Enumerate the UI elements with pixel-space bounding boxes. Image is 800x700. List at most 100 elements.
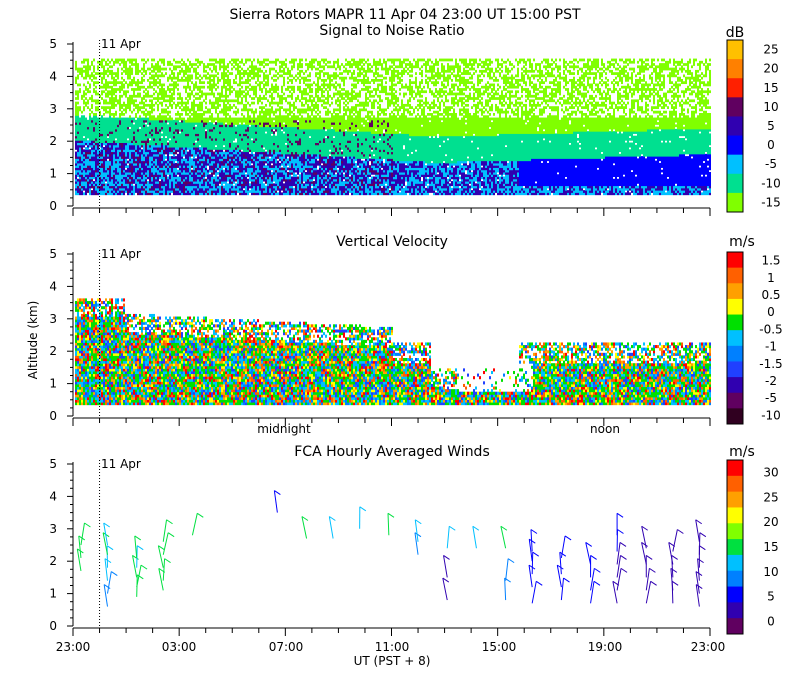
- snr-cell: [167, 106, 169, 109]
- snr-cell: [247, 68, 249, 71]
- snr-cell: [151, 70, 153, 73]
- snr-cell: [253, 86, 255, 89]
- snr-cell: [173, 59, 175, 62]
- snr-cell: [147, 118, 149, 121]
- snr-cell: [217, 97, 219, 100]
- snr-cell: [247, 59, 249, 62]
- snr-cell: [193, 95, 195, 98]
- snr-cell: [177, 111, 179, 114]
- altitude-axis-label: Altitude (km): [26, 301, 40, 380]
- snr-cell: [115, 118, 117, 121]
- snr-cell: [161, 72, 163, 75]
- snr-cell: [253, 154, 255, 157]
- snr-cell: [215, 65, 217, 68]
- snr-cell: [103, 118, 105, 121]
- snr-cell: [149, 99, 151, 102]
- snr-cell: [249, 190, 251, 193]
- snr-cell: [171, 88, 173, 91]
- snr-cell: [105, 118, 107, 121]
- snr-cell: [141, 68, 143, 71]
- snr-cell: [255, 86, 257, 89]
- snr-cell: [241, 113, 243, 116]
- snr-cell: [185, 97, 187, 100]
- snr-cell: [223, 118, 225, 121]
- snr-cell: [213, 59, 215, 62]
- snr-cell: [125, 61, 127, 64]
- snr-cell: [107, 81, 109, 84]
- snr-cell: [249, 79, 251, 82]
- snr-cell: [239, 124, 241, 127]
- snr-cell: [77, 102, 79, 105]
- snr-cell: [161, 138, 163, 141]
- snr-cell: [207, 86, 209, 89]
- snr-cell: [103, 90, 105, 93]
- snr-cell: [107, 106, 109, 109]
- snr-cell: [205, 131, 207, 134]
- snr-cell: [83, 90, 85, 93]
- snr-cell: [177, 102, 179, 105]
- snr-cell: [127, 140, 129, 143]
- snr-cell: [231, 72, 233, 75]
- snr-cell: [167, 118, 169, 121]
- snr-cell: [113, 77, 115, 80]
- snr-cell: [219, 93, 221, 96]
- snr-cell: [143, 86, 145, 89]
- snr-cell: [165, 104, 167, 107]
- snr-cell: [163, 59, 165, 62]
- snr-cell: [131, 68, 133, 71]
- snr-cell: [107, 68, 109, 71]
- snr-cell: [241, 72, 243, 75]
- snr-cell: [233, 79, 235, 82]
- snr-cell: [113, 97, 115, 100]
- snr-cell: [81, 115, 83, 118]
- snr-cell: [103, 106, 105, 109]
- snr-cell: [257, 84, 259, 87]
- snr-cell: [249, 70, 251, 73]
- snr-cell: [93, 81, 95, 84]
- snr-cell: [211, 63, 213, 66]
- snr-cell: [109, 106, 111, 109]
- snr-cell: [241, 118, 243, 121]
- snr-cell: [177, 84, 179, 87]
- snr-cell: [245, 93, 247, 96]
- snr-cell: [243, 104, 245, 107]
- snr-cell: [119, 95, 121, 98]
- snr-cell: [159, 102, 161, 105]
- snr-cell: [139, 129, 141, 132]
- snr-cell: [239, 102, 241, 105]
- snr-cell: [169, 95, 171, 98]
- snr-cell: [143, 63, 145, 66]
- snr-cell: [191, 158, 193, 161]
- snr-cell: [209, 68, 211, 71]
- snr-cell: [175, 81, 177, 84]
- snr-cell: [97, 106, 99, 109]
- snr-cell: [247, 108, 249, 111]
- snr-cell: [211, 102, 213, 105]
- snr-cell: [243, 124, 245, 127]
- snr-cell: [127, 165, 129, 168]
- snr-cell: [121, 68, 123, 71]
- snr-cell: [203, 99, 205, 102]
- snr-cell: [97, 99, 99, 102]
- snr-cell: [115, 140, 117, 143]
- snr-cell: [77, 84, 79, 87]
- snr-cell: [223, 147, 225, 150]
- snr-cell: [237, 84, 239, 87]
- snr-cell: [121, 59, 123, 62]
- snr-cell: [209, 74, 211, 77]
- snr-cell: [95, 106, 97, 109]
- snr-cell: [183, 158, 185, 161]
- snr-cell: [185, 63, 187, 66]
- snr-cell: [87, 140, 89, 143]
- snr-cell: [249, 88, 251, 91]
- snr-cell: [89, 90, 91, 93]
- snr-cell: [75, 102, 77, 105]
- snr-cell: [135, 99, 137, 102]
- snr-cell: [175, 61, 177, 64]
- snr-cell: [155, 63, 157, 66]
- snr-cell: [199, 61, 201, 64]
- snr-cell: [227, 118, 229, 121]
- snr-cell: [83, 84, 85, 87]
- snr-cell: [239, 88, 241, 91]
- snr-cell: [187, 93, 189, 96]
